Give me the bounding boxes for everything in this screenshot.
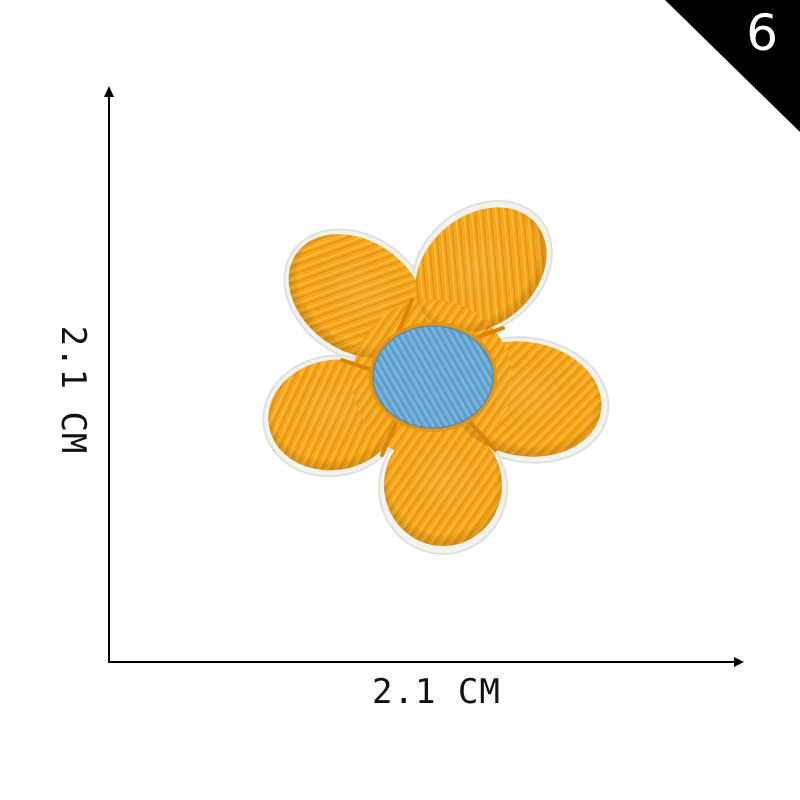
corner-badge-triangle bbox=[665, 0, 800, 132]
y-axis-arrow bbox=[104, 86, 114, 97]
flower-center bbox=[369, 322, 497, 432]
flower-patch-icon bbox=[262, 199, 610, 555]
height-dimension-label: 2.1 CM bbox=[53, 325, 93, 455]
x-axis-arrow bbox=[734, 657, 744, 667]
corner-badge: 6 bbox=[665, 0, 800, 132]
badge-number: 6 bbox=[746, 4, 778, 62]
width-dimension-label: 2.1 CM bbox=[372, 672, 501, 712]
